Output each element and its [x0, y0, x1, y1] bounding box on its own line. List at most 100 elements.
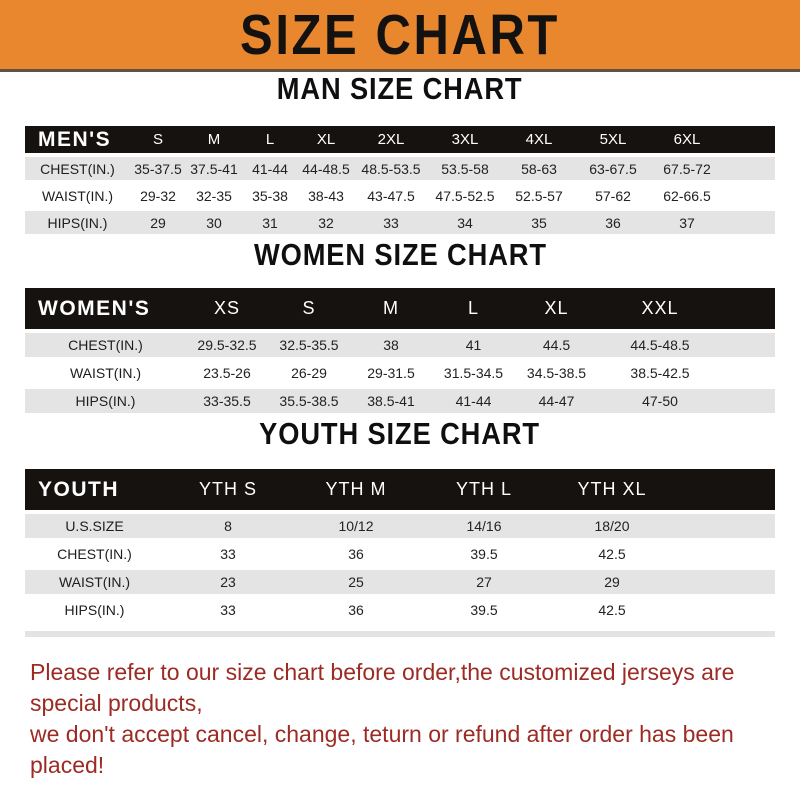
size-column-header: YTH M	[292, 469, 420, 514]
size-value: 36	[576, 209, 650, 238]
size-value: 36	[292, 540, 420, 570]
size-column-header: XL	[298, 126, 354, 157]
size-value: 62-66.5	[650, 182, 724, 211]
row-spacer	[724, 209, 775, 238]
size-column-header: 4XL	[502, 126, 576, 157]
youth-table-bottom-strip	[25, 631, 775, 637]
measurement-row-label: U.S.SIZE	[25, 512, 164, 542]
table-row: CHEST(IN.) 29.5-32.5 32.5-35.5 38 41 44.5 44.5…	[25, 331, 775, 361]
size-value: 32	[298, 209, 354, 238]
size-value: 41	[432, 331, 515, 361]
size-value: 67.5-72	[650, 155, 724, 184]
size-value: 37	[650, 209, 724, 238]
size-value: 44-48.5	[298, 155, 354, 184]
row-spacer	[676, 540, 775, 570]
size-column-header: S	[268, 288, 350, 333]
man-section-heading: MAN SIZE CHART	[0, 72, 800, 106]
size-column-header: M	[186, 126, 242, 157]
size-column-header: 3XL	[428, 126, 502, 157]
row-spacer	[722, 331, 775, 361]
size-value: 39.5	[420, 540, 548, 570]
size-value: 14/16	[420, 512, 548, 542]
size-value: 38.5-41	[350, 387, 432, 417]
size-value: 52.5-57	[502, 182, 576, 211]
size-value: 41-44	[432, 387, 515, 417]
size-value: 44-47	[515, 387, 598, 417]
youth-section-heading: YOUTH SIZE CHART	[0, 417, 800, 451]
measurement-row-label: CHEST(IN.)	[25, 331, 186, 361]
size-value: 38	[350, 331, 432, 361]
size-value: 35.5-38.5	[268, 387, 350, 417]
table-header-row: MEN'S S M L XL 2XL 3XL 4XL 5XL 6XL	[25, 126, 775, 157]
size-value: 38-43	[298, 182, 354, 211]
size-value: 58-63	[502, 155, 576, 184]
measurement-row-label: WAIST(IN.)	[25, 182, 130, 211]
size-value: 31	[242, 209, 298, 238]
size-column-header: XL	[515, 288, 598, 333]
size-column-header: YTH L	[420, 469, 548, 514]
size-value: 23.5-26	[186, 359, 268, 389]
size-column-header: XS	[186, 288, 268, 333]
size-value: 33	[164, 540, 292, 570]
table-row: WAIST(IN.) 23 25 27 29	[25, 568, 775, 598]
size-value: 32.5-35.5	[268, 331, 350, 361]
table-header-row: WOMEN'S XS S M L XL XXL	[25, 288, 775, 333]
size-value: 44.5-48.5	[598, 331, 722, 361]
size-value: 33-35.5	[186, 387, 268, 417]
size-value: 47-50	[598, 387, 722, 417]
disclaimer: Please refer to our size chart before or…	[30, 657, 800, 781]
size-column-header: 2XL	[354, 126, 428, 157]
size-value: 32-35	[186, 182, 242, 211]
measurement-row-label: CHEST(IN.)	[25, 155, 130, 184]
size-value: 33	[164, 596, 292, 626]
measurement-row-label: CHEST(IN.)	[25, 540, 164, 570]
size-value: 30	[186, 209, 242, 238]
size-column-header: YTH S	[164, 469, 292, 514]
measurement-row-label: HIPS(IN.)	[25, 596, 164, 626]
size-column-header: L	[242, 126, 298, 157]
size-value: 35	[502, 209, 576, 238]
row-spacer	[676, 596, 775, 626]
row-spacer	[724, 155, 775, 184]
table-group-label: WOMEN'S	[25, 288, 186, 333]
size-value: 29-31.5	[350, 359, 432, 389]
table-header-row: YOUTH YTH S YTH M YTH L YTH XL	[25, 469, 775, 514]
table-row: HIPS(IN.) 29 30 31 32 33 34 35 36 37	[25, 209, 775, 238]
table-row: WAIST(IN.) 29-32 32-35 35-38 38-43 43-47.5 47.…	[25, 182, 775, 211]
size-value: 39.5	[420, 596, 548, 626]
size-value: 47.5-52.5	[428, 182, 502, 211]
size-value: 42.5	[548, 540, 676, 570]
table-row: HIPS(IN.) 33 36 39.5 42.5	[25, 596, 775, 626]
table-group-label: YOUTH	[25, 469, 164, 514]
size-value: 41-44	[242, 155, 298, 184]
size-column-header: 6XL	[650, 126, 724, 157]
size-value: 53.5-58	[428, 155, 502, 184]
row-spacer	[724, 182, 775, 211]
table-group-label: MEN'S	[25, 126, 130, 157]
banner: SIZE CHART	[0, 0, 800, 72]
size-value: 18/20	[548, 512, 676, 542]
size-column-header: L	[432, 288, 515, 333]
size-value: 29	[130, 209, 186, 238]
size-value: 10/12	[292, 512, 420, 542]
row-spacer	[722, 359, 775, 389]
size-column-header: M	[350, 288, 432, 333]
size-value: 43-47.5	[354, 182, 428, 211]
size-column-header: S	[130, 126, 186, 157]
size-column-header: 5XL	[576, 126, 650, 157]
size-value: 35-38	[242, 182, 298, 211]
size-value: 29-32	[130, 182, 186, 211]
youth-size-table: YOUTH YTH S YTH M YTH L YTH XL U.S.SIZE 8 10/1…	[25, 469, 775, 626]
man-section-heading-text: MAN SIZE CHART	[277, 71, 523, 106]
table-row: CHEST(IN.) 35-37.5 37.5-41 41-44 44-48.5 48.5…	[25, 155, 775, 184]
table-row: U.S.SIZE 8 10/12 14/16 18/20	[25, 512, 775, 542]
size-value: 57-62	[576, 182, 650, 211]
row-spacer	[676, 568, 775, 598]
youth-section-heading-text: YOUTH SIZE CHART	[259, 416, 541, 451]
measurement-row-label: HIPS(IN.)	[25, 209, 130, 238]
size-value: 35-37.5	[130, 155, 186, 184]
disclaimer-line-1: Please refer to our size chart before or…	[30, 659, 735, 716]
women-section-heading: WOMEN SIZE CHART	[0, 238, 800, 272]
table-row: CHEST(IN.) 33 36 39.5 42.5	[25, 540, 775, 570]
